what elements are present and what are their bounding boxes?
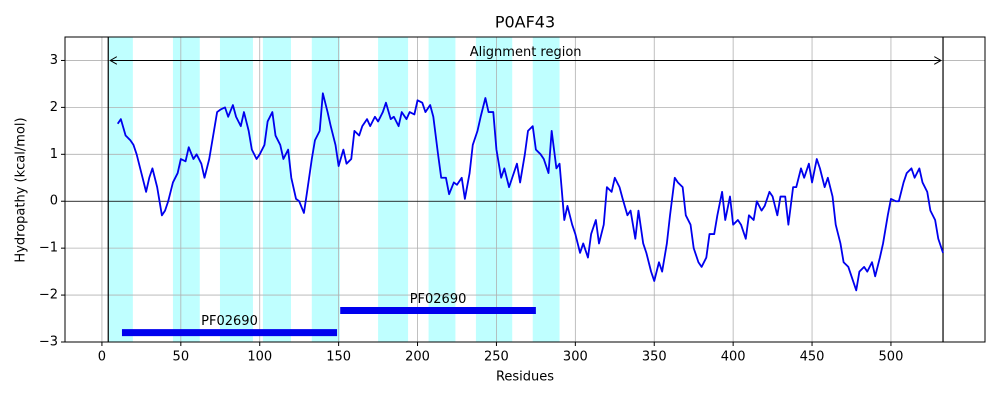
- y-tick-label: 3: [50, 53, 58, 68]
- tm-region: [532, 37, 560, 342]
- x-tick-label: 0: [98, 350, 106, 365]
- tm-region: [378, 37, 409, 342]
- x-axis-label: Residues: [496, 370, 554, 385]
- x-tick-label: 400: [721, 350, 746, 365]
- y-tick-label: 1: [50, 147, 58, 162]
- y-tick-label: 0: [50, 194, 58, 209]
- alignment-label: Alignment region: [470, 45, 582, 60]
- y-tick-label: −1: [39, 241, 58, 256]
- x-tick-label: 200: [405, 350, 430, 365]
- tm-region: [311, 37, 340, 342]
- chart-title: P0AF43: [495, 13, 555, 32]
- x-tick-label: 250: [484, 350, 509, 365]
- tm-region: [219, 37, 253, 342]
- x-tick-label: 500: [879, 350, 904, 365]
- domain-label: PF02690: [410, 292, 467, 307]
- hydropathy-line: [116, 92, 944, 292]
- x-tick-label: 300: [563, 350, 588, 365]
- tm-region: [262, 37, 291, 342]
- x-tick-label: 50: [173, 350, 190, 365]
- domain-label: PF02690: [201, 314, 258, 329]
- x-tick-label: 450: [800, 350, 825, 365]
- plot-frame: [64, 36, 986, 343]
- tm-region: [107, 37, 133, 342]
- y-tick-label: 2: [50, 100, 58, 115]
- tm-region: [475, 37, 513, 342]
- x-tick-label: 100: [247, 350, 272, 365]
- y-axis-label: Hydropathy (kcal/mol): [14, 117, 29, 262]
- x-tick-label: 150: [326, 350, 351, 365]
- x-tick-label: 350: [642, 350, 667, 365]
- y-tick-label: −2: [39, 288, 58, 303]
- tm-region: [172, 37, 200, 342]
- y-tick-label: −3: [39, 335, 58, 350]
